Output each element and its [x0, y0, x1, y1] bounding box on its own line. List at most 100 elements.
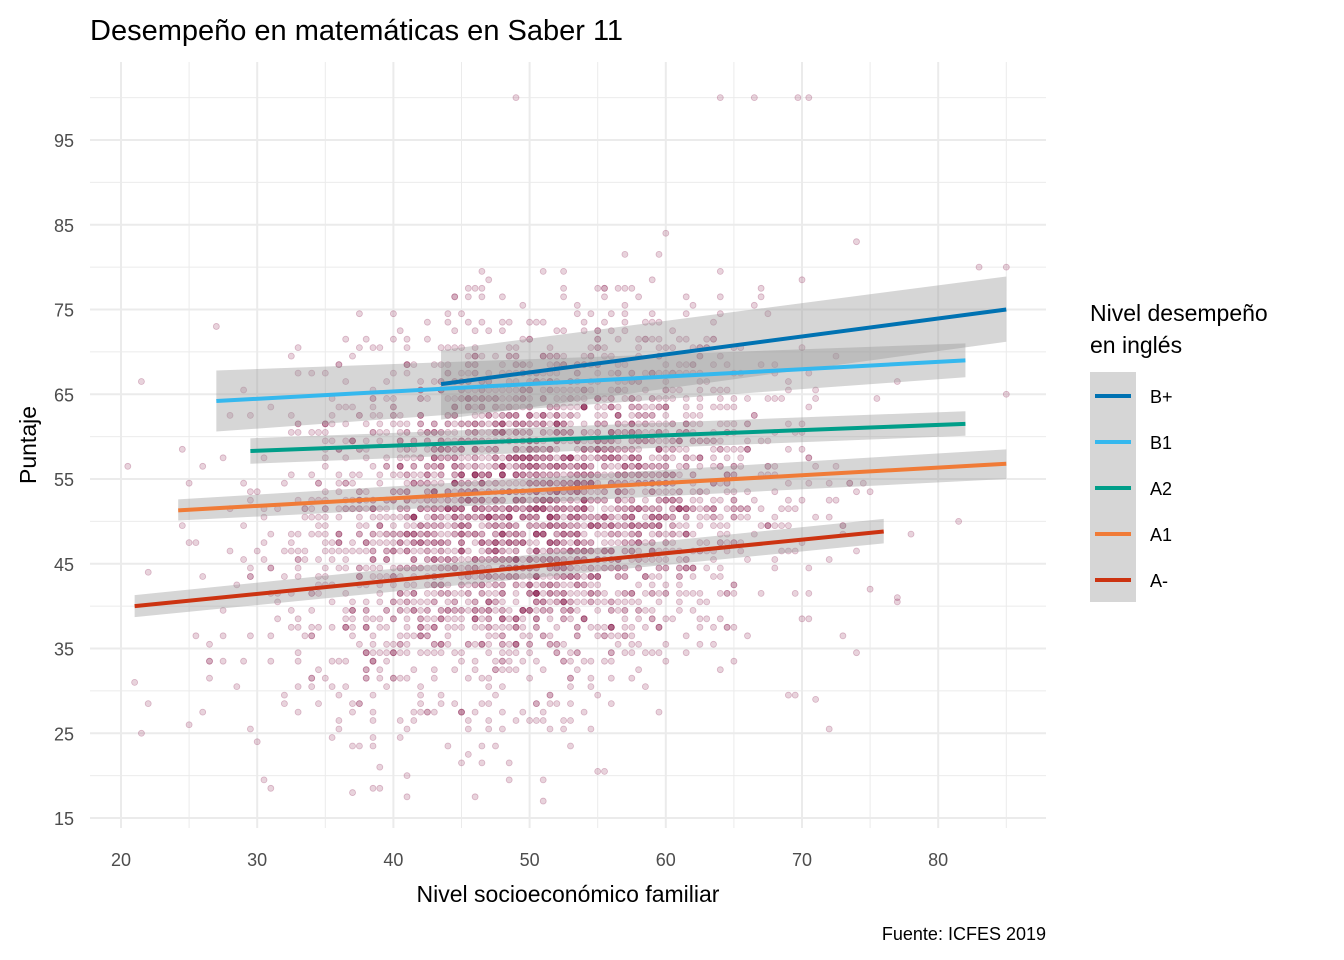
scatter-point: [444, 411, 452, 419]
scatter-point: [498, 462, 506, 470]
scatter-point: [512, 462, 520, 470]
scatter-point: [389, 674, 397, 682]
scatter-point: [403, 471, 411, 479]
scatter-point: [723, 403, 731, 411]
scatter-point: [621, 454, 629, 462]
scatter-point: [710, 386, 717, 394]
scatter-point: [417, 700, 425, 707]
scatter-point: [635, 471, 642, 479]
scatter-point: [839, 632, 847, 640]
scatter-point: [505, 640, 513, 648]
scatter-point: [553, 530, 561, 538]
scatter-point: [580, 590, 588, 597]
scatter-point: [533, 411, 540, 419]
scatter-point: [430, 623, 438, 631]
scatter-point: [655, 462, 663, 470]
scatter-point: [621, 250, 629, 258]
scatter-point: [478, 640, 486, 648]
scatter-point: [403, 607, 411, 614]
scatter-point: [437, 513, 445, 521]
scatter-point: [648, 615, 656, 623]
scatter-point: [464, 556, 472, 563]
scatter-point: [662, 462, 670, 470]
scatter-point: [546, 420, 554, 428]
scatter-point: [498, 462, 506, 470]
scatter-point: [512, 547, 520, 555]
scatter-point: [560, 530, 567, 538]
scatter-point: [349, 607, 356, 614]
scatter-point: [458, 454, 465, 462]
scatter-point: [430, 615, 438, 623]
scatter-point: [478, 539, 486, 546]
scatter-point: [437, 539, 445, 546]
scatter-point: [458, 657, 465, 665]
scatter-point: [369, 505, 377, 513]
x-tick-label: 60: [656, 850, 676, 870]
scatter-point: [396, 327, 404, 335]
scatter-point: [246, 725, 254, 733]
scatter-point: [614, 632, 622, 640]
scatter-point: [621, 513, 629, 521]
scatter-point: [655, 623, 663, 631]
scatter-point: [703, 513, 711, 521]
scatter-point: [805, 615, 813, 623]
scatter-point: [383, 530, 391, 538]
scatter-point: [376, 784, 384, 792]
scatter-point: [648, 411, 656, 419]
scatter-point: [642, 607, 649, 614]
scatter-point: [369, 428, 377, 436]
scatter-point-outlier: [662, 229, 670, 237]
legend-label-A1: A1: [1150, 525, 1172, 545]
scatter-point: [696, 496, 704, 504]
legend-label-B1: B1: [1150, 433, 1172, 453]
scatter-point: [526, 539, 533, 546]
scatter-point: [567, 428, 574, 436]
scatter-point: [430, 539, 438, 546]
scatter-point: [621, 632, 629, 640]
scatter-point: [682, 462, 690, 470]
scatter-point: [478, 640, 486, 648]
scatter-point: [485, 420, 493, 428]
scatter-point: [389, 395, 397, 402]
scatter-point: [519, 428, 527, 436]
scatter-point: [567, 479, 574, 487]
scatter-point: [328, 657, 336, 665]
scatter-point: [512, 581, 520, 589]
scatter-point: [785, 522, 792, 529]
scatter-point: [689, 573, 697, 580]
scatter-point: [655, 454, 663, 462]
scatter-point: [621, 598, 629, 606]
scatter-point: [376, 598, 384, 606]
scatter-point: [444, 310, 452, 318]
scatter-point: [464, 674, 472, 682]
scatter-point: [655, 496, 663, 504]
scatter-point: [478, 522, 486, 529]
scatter-point: [464, 590, 472, 597]
scatter-point: [614, 522, 622, 529]
scatter-point: [580, 513, 588, 521]
scatter-point: [533, 471, 540, 479]
scatter-point: [614, 454, 622, 462]
scatter-point: [512, 428, 520, 436]
scatter-point: [669, 505, 676, 513]
scatter-point: [567, 573, 574, 580]
scatter-point: [607, 607, 615, 614]
scatter-point: [437, 522, 445, 529]
scatter-point: [369, 564, 377, 572]
scatter-point: [601, 657, 608, 665]
scatter-point: [485, 581, 493, 589]
scatter-point: [567, 462, 574, 470]
scatter-point: [785, 378, 792, 385]
scatter-point: [396, 640, 404, 648]
scatter-point: [246, 632, 254, 640]
scatter-point: [621, 310, 629, 318]
scatter-point: [485, 615, 493, 623]
scatter-point: [178, 445, 186, 453]
scatter-point: [321, 564, 329, 572]
scatter-point: [710, 573, 717, 580]
scatter-point: [560, 640, 567, 648]
scatter-point: [655, 318, 663, 326]
scatter-point: [580, 505, 588, 513]
scatter-point: [260, 454, 268, 462]
scatter-point: [512, 640, 520, 648]
